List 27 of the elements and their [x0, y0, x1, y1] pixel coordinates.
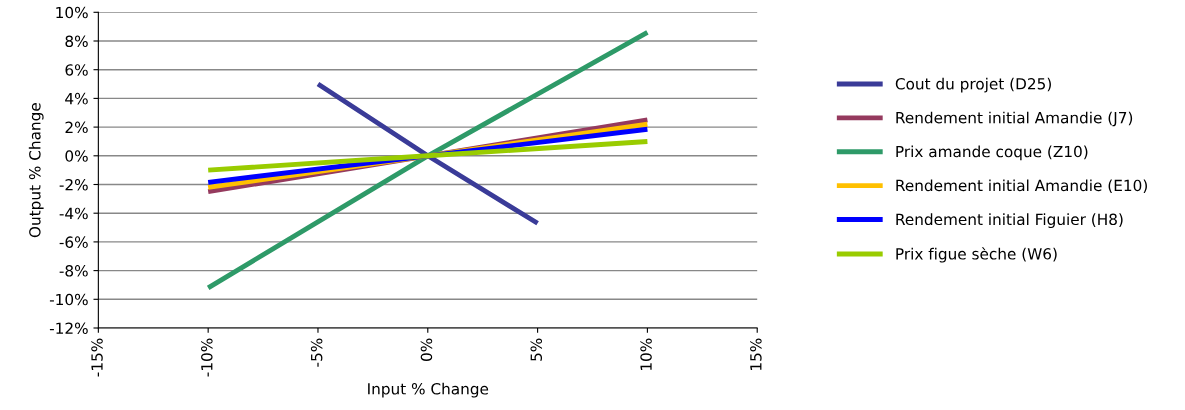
y-tick-label: -8% — [59, 265, 88, 277]
legend-label: Prix figue sèche (W6) — [896, 247, 1057, 263]
y-tick-label: -6% — [59, 236, 88, 248]
legend-label: Prix amande coque (Z10) — [896, 145, 1088, 161]
x-tick-label: 15% — [750, 338, 762, 370]
y-tick-label: 4% — [65, 92, 88, 105]
x-tick-label: 10% — [640, 338, 652, 370]
x-axis-title: Input % Change — [368, 382, 489, 398]
legend-label: Rendement initial Amandie (J7) — [896, 111, 1133, 127]
legend-label: Rendement initial Figuier (H8) — [896, 213, 1123, 229]
y-tick-label: 8% — [65, 35, 88, 48]
y-tick-label: 2% — [65, 121, 88, 134]
x-tick-label: -15% — [91, 338, 103, 377]
y-tick-label: 0% — [65, 150, 88, 162]
y-tick-label: -12% — [49, 322, 88, 335]
y-tick-label: -10% — [49, 293, 88, 306]
x-tick-label: -10% — [201, 338, 213, 377]
x-tick-label: 5% — [530, 338, 543, 361]
y-tick-label: -2% — [59, 178, 88, 191]
legend-label: Cout du projet (D25) — [895, 77, 1051, 93]
legend-label: Rendement initial Amandie (E10) — [896, 179, 1147, 194]
x-tick-label: 0% — [420, 338, 433, 361]
x-tick-label: -5% — [310, 338, 323, 367]
y-axis-title: Output % Change — [28, 103, 44, 238]
y-tick-label: -4% — [59, 207, 88, 220]
y-tick-label: 10% — [56, 6, 88, 19]
y-tick-label: 6% — [65, 64, 88, 76]
